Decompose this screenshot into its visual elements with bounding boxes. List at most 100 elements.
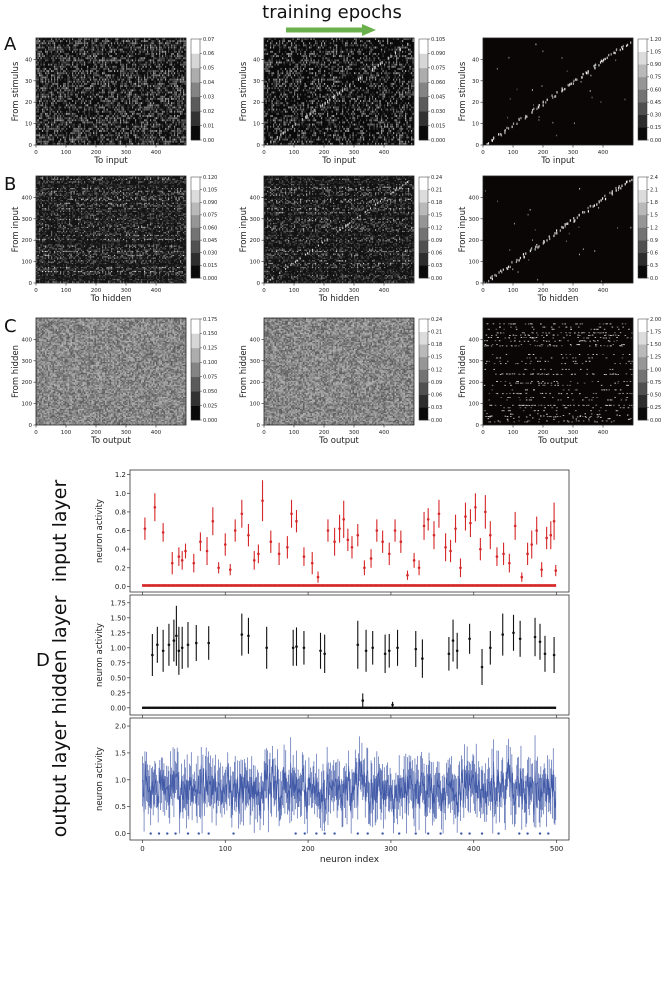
heatmap-cell [373,76,375,79]
heatmap-cell [147,93,149,96]
heatmap-cell [333,46,335,49]
heatmap-cell [313,55,315,58]
heatmap-cell [136,125,138,128]
heatmap-cell [379,78,381,81]
heatmap-cell [58,57,60,60]
heatmap-cell [172,102,174,105]
heatmap-cell [135,70,137,73]
heatmap-cell [73,70,75,73]
heatmap-cell [342,125,344,128]
heatmap-cell [117,97,119,100]
heatmap-cell [84,63,86,66]
heatmap-cell [370,119,372,122]
heatmap-cell [48,127,50,130]
heatmap-cell [42,87,44,90]
heatmap-cell [334,104,336,107]
heatmap-cell [165,46,167,49]
heatmap-cell [66,123,68,126]
heatmap-cell [343,57,345,60]
heatmap-cell [375,115,377,117]
heatmap-cell [274,87,276,90]
heatmap-cell [327,106,329,109]
heatmap-cell [366,87,368,90]
heatmap-cell [366,50,368,53]
heatmap-cell [115,121,117,124]
heatmap-cell [73,74,75,77]
heatmap-cell [96,50,98,53]
heatmap-cell [349,91,351,94]
heatmap-cell [178,48,180,51]
heatmap-cell [63,48,65,51]
heatmap-cell [178,87,180,90]
heatmap-cell [102,119,104,122]
heatmap-cell [76,134,78,137]
heatmap-cell [163,104,165,107]
heatmap-cell [135,119,137,122]
heatmap-cell [79,106,81,109]
heatmap-cell [127,76,129,79]
heatmap-cell [178,119,180,122]
heatmap-cell [300,65,302,68]
heatmap-cell [57,65,59,68]
heatmap-cell [82,110,84,113]
heatmap-cell [147,46,149,49]
heatmap-cell [279,48,281,51]
heatmap-cell [148,85,150,88]
heatmap-cell [304,87,306,90]
heatmap-cell [51,119,53,122]
heatmap-cell [132,100,134,102]
heatmap-cell [273,108,275,111]
heatmap-cell [327,125,329,128]
heatmap-cell [94,72,96,75]
heatmap-cell [43,42,45,45]
heatmap-cell [42,108,44,111]
heatmap-cell [324,78,326,81]
heatmap-cell [366,63,368,66]
heatmap-cell [153,130,155,132]
heatmap-cell [37,72,39,75]
heatmap-cell [43,110,45,113]
heatmap-cell [136,106,138,109]
heatmap-cell [270,50,272,53]
heatmap-cell [130,142,132,145]
training-epochs-arrow-head [362,24,376,36]
heatmap-cell [289,127,291,130]
heatmap-cell [58,142,60,145]
heatmap-cell [324,70,326,73]
heatmap-cell [319,112,321,115]
heatmap-cell [324,132,326,135]
heatmap-cell [145,63,147,66]
heatmap-cell [274,55,276,58]
heatmap-cell [112,123,114,126]
heatmap-cell [151,52,153,55]
heatmap-cell [387,91,389,94]
heatmap-cell [367,74,369,77]
heatmap-cell [60,48,62,51]
heatmap-cell [367,91,369,94]
heatmap-cell [76,123,78,126]
heatmap-cell [297,112,299,115]
heatmap-cell [382,130,384,132]
heatmap-cell [295,46,297,49]
heatmap-cell [81,117,83,120]
heatmap-cell [175,110,177,113]
heatmap-cell [55,112,57,115]
heatmap-cell [154,108,156,111]
heatmap-cell [174,89,176,92]
heatmap-cell [300,70,302,73]
heatmap-cell [370,102,372,105]
heatmap-cell [130,93,132,96]
heatmap-cell [294,119,296,122]
heatmap-cell [48,125,50,128]
header: training epochs [262,2,402,36]
heatmap-cell [370,142,372,145]
heatmap-cell [181,97,183,100]
heatmap-cell [327,112,329,115]
heatmap-cell [46,125,48,128]
heatmap-cell [103,57,105,60]
heatmap-cell [69,95,71,98]
heatmap-cell [336,112,338,115]
heatmap-cell [355,67,357,70]
heatmap-cell [343,97,345,100]
heatmap-cell [118,93,120,96]
